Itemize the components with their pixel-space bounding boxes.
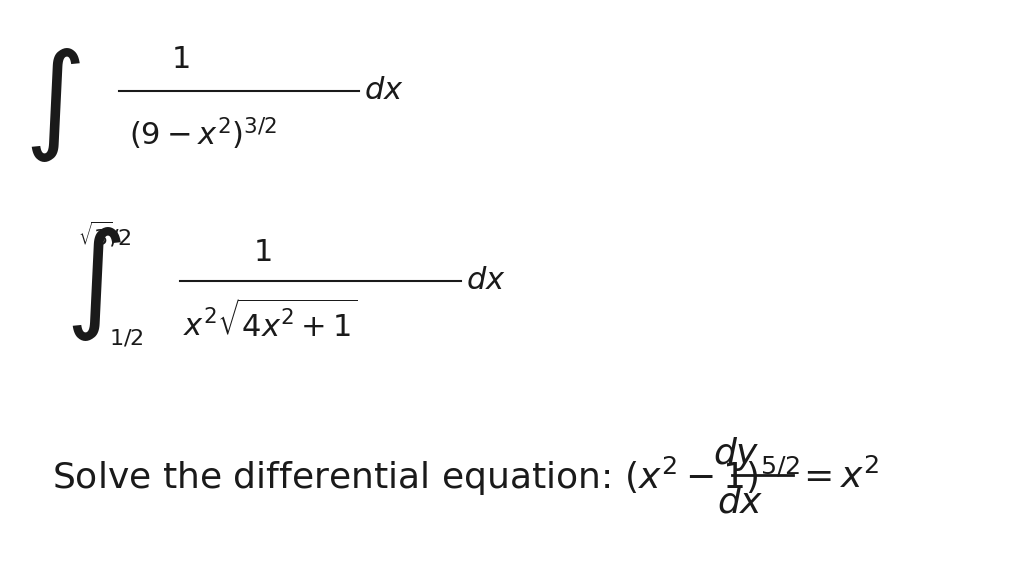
Text: Solve the differential equation: $(x^2-1)^{5/2}\,$: Solve the differential equation: $(x^2-1… (52, 455, 800, 499)
Text: $dx$: $dx$ (718, 486, 764, 520)
Text: $1$: $1$ (253, 237, 271, 266)
Text: $= x^2$: $= x^2$ (796, 459, 879, 495)
Text: $\int$: $\int$ (25, 46, 81, 164)
Text: $1$: $1$ (171, 45, 189, 74)
Text: $1/2$: $1/2$ (109, 328, 143, 349)
Text: $(9-x^2)^{3/2}$: $(9-x^2)^{3/2}$ (129, 116, 278, 152)
Text: $x^2\sqrt{4x^2+1}$: $x^2\sqrt{4x^2+1}$ (183, 300, 357, 343)
Text: $dx$: $dx$ (466, 266, 506, 295)
Text: $\sqrt{3}/2$: $\sqrt{3}/2$ (78, 220, 131, 250)
Text: $dx$: $dx$ (364, 76, 403, 105)
Text: $dy$: $dy$ (714, 435, 760, 472)
Text: $\int$: $\int$ (65, 225, 122, 343)
